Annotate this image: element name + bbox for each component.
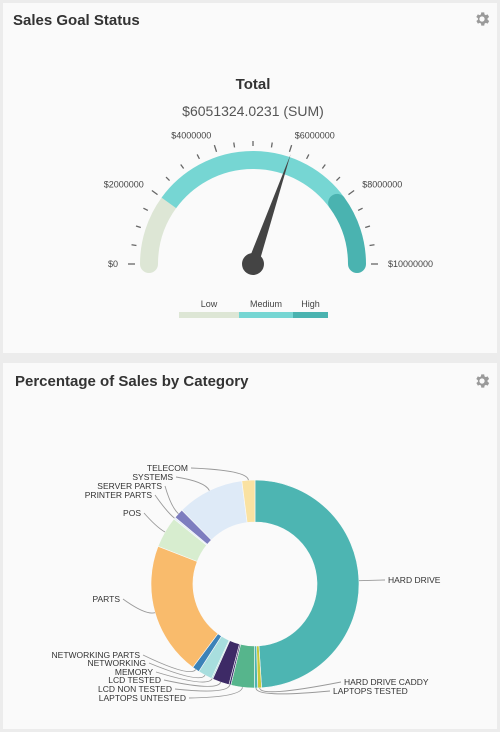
gauge-heading: Total: [236, 76, 271, 93]
gauge-chart: Total $6051324.0231 (SUM) $0 $2000000 $400…: [104, 76, 433, 318]
gauge-needle: [242, 154, 291, 275]
leader-line-lcd-tested: [163, 679, 222, 687]
legend-label: Low: [201, 299, 218, 309]
legend-label: Medium: [250, 299, 282, 309]
leader-line-printer-parts: [154, 494, 175, 519]
slice-label-lcd-tested: LCD TESTED: [108, 675, 161, 685]
slice-label-networking: NETWORKING: [87, 658, 146, 668]
leader-line-laptops-tested: [255, 687, 331, 695]
donut-slices: [150, 479, 360, 689]
gauge-needle-hub: [242, 253, 264, 275]
slice-label-laptops-untested: LAPTOPS UNTESTED: [99, 693, 186, 703]
gauge-tick: [196, 154, 201, 160]
gauge-scale-label: $2000000: [104, 180, 144, 190]
gauge-value: $6051324.0231 (SUM): [182, 103, 324, 119]
gauge-tick: [357, 207, 363, 212]
gauge-scale-label: $8000000: [362, 180, 402, 190]
slice-label-laptops-tested: LAPTOPS TESTED: [333, 686, 408, 696]
gauge-needle-pointer: [247, 154, 291, 266]
slice-label-printer-parts: PRINTER PARTS: [85, 490, 153, 500]
donut-leader-lines: [122, 467, 386, 699]
gauge-legend: Low Medium High: [179, 299, 328, 318]
slice-label-lcd-non-tested: LCD NON TESTED: [98, 684, 172, 694]
donut-slice-hard-drive[interactable]: [254, 479, 360, 689]
leader-line-lcd-non-tested: [174, 684, 231, 692]
gauge-tick: [270, 142, 273, 148]
leader-line-hard-drive: [358, 579, 386, 582]
gauge-band-medium: [161, 151, 345, 209]
leader-line-systems: [175, 476, 210, 491]
gauge-scale-label: $6000000: [295, 131, 335, 141]
gear-icon[interactable]: [473, 372, 491, 390]
slice-label-systems: SYSTEMS: [132, 472, 173, 482]
legend-swatch-medium: [239, 312, 293, 318]
slice-label-hard-drive-caddy: HARD DRIVE CADDY: [344, 677, 429, 687]
panel-title: Percentage of Sales by Category: [15, 373, 249, 390]
gauge-tick: [369, 244, 375, 247]
slice-label-hard-drive: HARD DRIVE: [388, 575, 441, 585]
gauge-ticks: [128, 141, 378, 265]
leader-line-networking: [148, 662, 206, 679]
slice-label-pos: POS: [123, 508, 141, 518]
gauge-tick: [143, 207, 149, 212]
legend-swatch-low: [179, 312, 239, 318]
leader-line-networking-parts: [142, 654, 197, 673]
gauge-tick: [321, 164, 326, 169]
sales-goal-panel: Sales Goal Status Total $6051324.0231 (S…: [3, 3, 497, 353]
gauge-scale-label: $4000000: [171, 131, 211, 141]
leader-line-server-parts: [164, 485, 179, 515]
legend-label: High: [301, 299, 320, 309]
legend-swatch-high: [293, 312, 328, 318]
gauge-tick: [233, 142, 236, 148]
gauge-band-low: [140, 193, 178, 273]
gauge-tick: [135, 225, 141, 229]
gauge-tick: [335, 176, 341, 182]
slice-label-networking-parts: NETWORKING PARTS: [52, 650, 141, 660]
donut-slice-telecom[interactable]: [241, 479, 256, 523]
leader-line-laptops-untested: [188, 687, 243, 699]
gauge-tick: [348, 190, 355, 196]
gauge-bands: [140, 151, 366, 273]
slice-label-server-parts: SERVER PARTS: [97, 481, 162, 491]
gauge-tick: [180, 164, 185, 169]
gauge-tick: [131, 244, 137, 247]
leader-line-hard-drive-caddy: [259, 681, 342, 693]
gauge-tick: [288, 144, 293, 152]
gauge-scale-label: $0: [108, 259, 118, 269]
gauge-tick: [213, 144, 218, 152]
gauge-tick: [305, 154, 310, 160]
gauge-scale-labels: $0 $2000000 $4000000 $6000000 $8000000 $10000…: [104, 131, 433, 269]
slice-label-telecom: TELECOM: [147, 463, 188, 473]
gauge-band-high: [328, 193, 366, 273]
leader-line-pos: [143, 512, 166, 533]
leader-line-memory: [155, 671, 213, 683]
gauge-tick: [165, 176, 171, 182]
slice-label-parts: PARTS: [92, 594, 120, 604]
gauge-scale-label: $10000000: [388, 259, 433, 269]
panel-title: Sales Goal Status: [13, 12, 140, 29]
sales-by-category-panel: Percentage of Sales by Category HARD DRI…: [3, 363, 497, 729]
gear-icon[interactable]: [473, 10, 491, 28]
gauge-tick: [151, 190, 158, 196]
gauge-tick: [365, 225, 371, 229]
leader-line-telecom: [190, 467, 249, 481]
leader-line-parts: [122, 598, 156, 614]
slice-label-memory: MEMORY: [115, 667, 153, 677]
